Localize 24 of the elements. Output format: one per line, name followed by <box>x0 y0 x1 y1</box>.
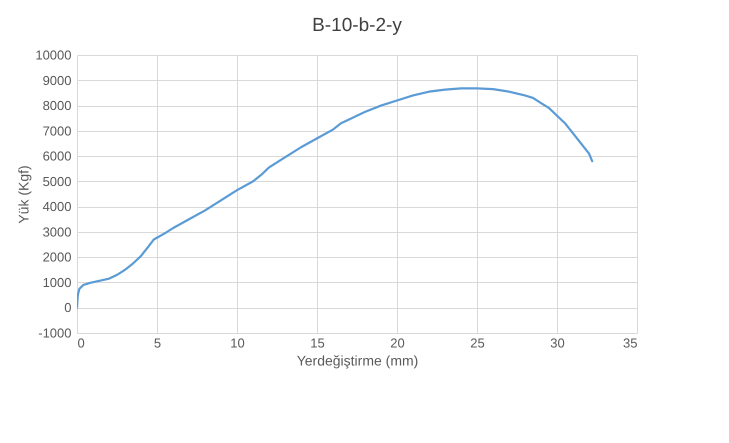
x-tick-label: 35 <box>623 336 638 350</box>
y-tick-label: 2000 <box>42 250 72 265</box>
chart-title: B-10-b-2-y <box>312 15 402 36</box>
x-tick-label: 5 <box>154 336 162 350</box>
x-tick-label: 20 <box>390 336 405 350</box>
y-tick-label: 7000 <box>42 123 72 138</box>
y-tick-label: -1000 <box>38 326 72 340</box>
x-tick-label: 0 <box>78 336 85 350</box>
y-tick-label: 6000 <box>42 148 72 164</box>
x-tick-label: 10 <box>230 336 245 350</box>
line-series <box>77 87 594 309</box>
x-tick-label: 25 <box>470 336 485 350</box>
y-tick-label: 1000 <box>42 274 72 290</box>
x-tick-label: 15 <box>310 336 325 350</box>
y-tick-label: 3000 <box>42 224 72 240</box>
y-tick-label: 4000 <box>42 199 72 214</box>
y-tick-label: 8000 <box>42 98 72 114</box>
y-axis-title: Yük (Kgf) <box>15 165 32 224</box>
y-tick-label: 10000 <box>35 48 72 62</box>
y-tick-label: 0 <box>64 300 72 316</box>
x-tick-label: 30 <box>550 336 565 350</box>
y-tick-label: 5000 <box>42 174 72 189</box>
x-axis-title: Yerdeğiştirme (mm) <box>296 352 418 368</box>
y-tick-label: 9000 <box>42 72 72 88</box>
